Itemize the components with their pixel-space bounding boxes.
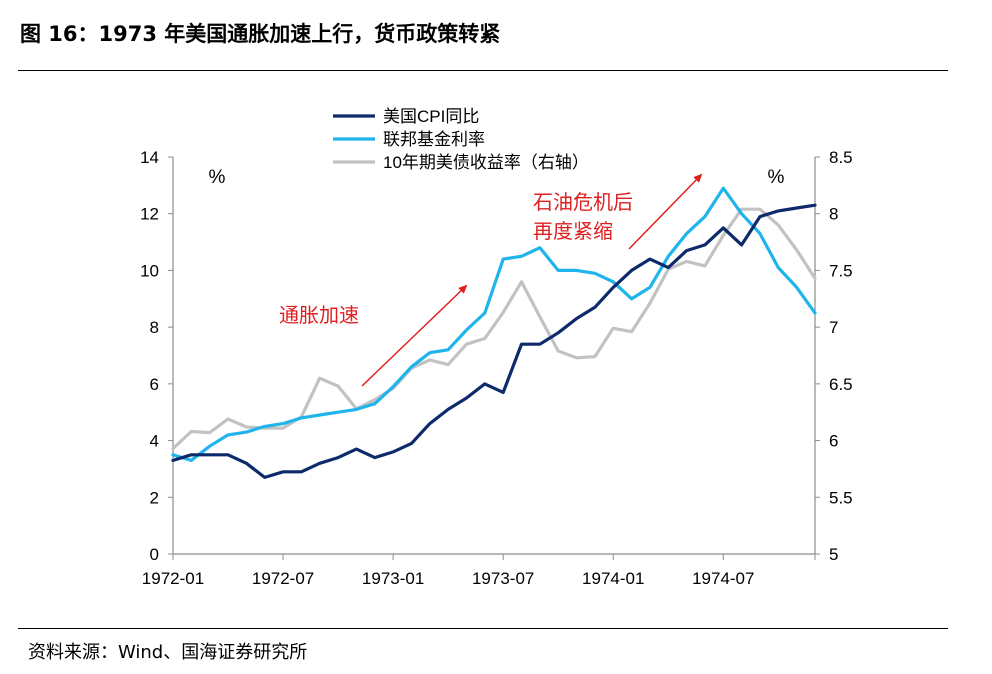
x-axis-tick-label: 1972-07: [252, 569, 314, 588]
right-axis-tick-label: 8: [829, 205, 838, 224]
series-line-0: [171, 203, 817, 479]
title-divider: [18, 70, 948, 71]
footer-divider: [18, 628, 948, 629]
source-note: 资料来源：Wind、国海证券研究所: [28, 642, 308, 663]
legend-label: 10年期美债收益率（右轴）: [383, 153, 589, 172]
right-axis-tick-label: 7.5: [829, 261, 853, 280]
series-layer: [171, 186, 817, 479]
legend-label: 联邦基金利率: [383, 130, 485, 149]
left-axis-tick-label: 6: [150, 375, 159, 394]
right-axis-tick-label: 5.5: [829, 488, 853, 507]
chart-title: 图 16：1973 年美国通胀加速上行，货币政策转紧: [20, 22, 501, 46]
left-axis-tick-label: 4: [150, 432, 159, 451]
right-axis-tick-label: 6: [829, 432, 838, 451]
x-axis-tick-label: 1974-01: [582, 569, 644, 588]
left-axis-unit: %: [209, 167, 226, 188]
axes-layer: 0 2 4 6 8 10 12 14 5 5.5 6 6.5 7 7.5 8 8.5% % 1972-01 1972…: [140, 148, 853, 588]
annotation-oil-crisis-line2: 再度紧缩: [533, 220, 613, 243]
right-axis-tick-label: 6.5: [829, 375, 853, 394]
x-axis-tick-label: 1973-01: [362, 569, 424, 588]
right-axis-tick-label: 5: [829, 545, 838, 564]
left-axis-tick-label: 14: [140, 148, 159, 167]
left-axis-tick-label: 10: [140, 261, 159, 280]
series-line-1: [171, 186, 817, 462]
left-axis-tick-label: 2: [150, 488, 159, 507]
left-axis-tick-label: 12: [140, 205, 159, 224]
left-axis-tick-label: 0: [150, 545, 159, 564]
annotation-inflation: 通胀加速: [279, 304, 359, 327]
x-axis-tick-label: 1972-01: [142, 569, 204, 588]
right-axis-tick-label: 8.5: [829, 148, 853, 167]
series-line-2: [171, 207, 817, 451]
annotation-arrow-2: [628, 173, 703, 250]
x-axis-tick-label: 1974-07: [692, 569, 754, 588]
annotation-arrow-1: [361, 284, 468, 387]
right-axis-unit: %: [768, 167, 785, 188]
right-axis-tick-label: 7: [829, 318, 838, 337]
left-axis-tick-label: 8: [150, 318, 159, 337]
legend-label: 美国CPI同比: [383, 107, 479, 126]
annotation-oil-crisis-line1: 石油危机后: [533, 191, 633, 214]
x-axis-tick-label: 1973-07: [472, 569, 534, 588]
